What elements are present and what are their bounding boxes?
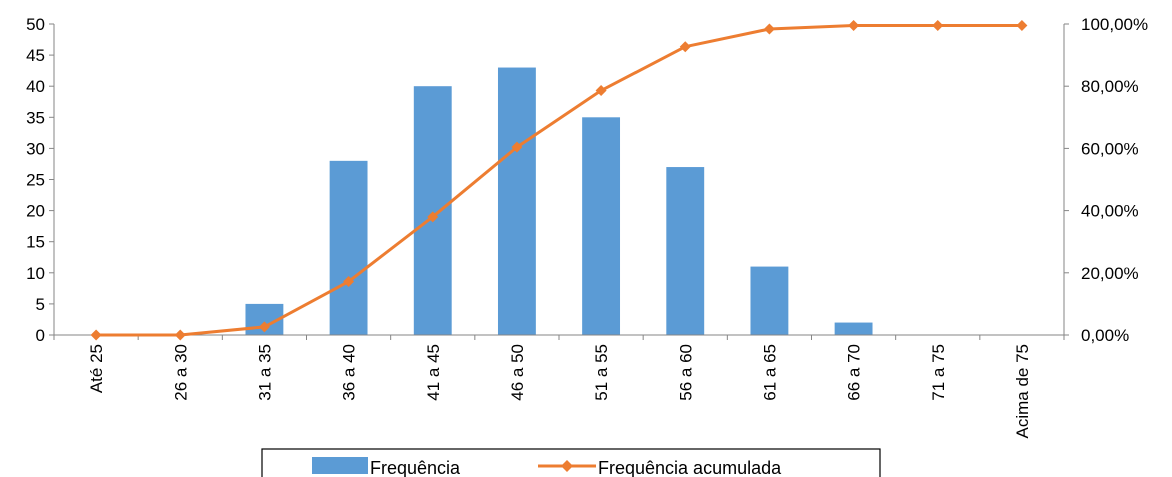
cumulative-point: [258, 321, 270, 333]
bars-layer: [245, 67, 873, 335]
left-tick-label: 40: [26, 77, 45, 96]
cumulative-point: [932, 20, 944, 32]
left-tick-label: 50: [26, 15, 45, 34]
left-tick-label: 20: [26, 202, 45, 221]
bar-61-a-65: [750, 266, 789, 335]
cumulative-point: [595, 85, 607, 97]
cumulative-line-layer: [90, 20, 1028, 341]
legend-swatch-marker: [561, 460, 573, 472]
x-tick-label: Acima de 75: [1013, 344, 1032, 439]
right-tick-label: 20,00%: [1081, 264, 1139, 283]
x-tick-label: 36 a 40: [340, 344, 359, 401]
right-tick-label: 80,00%: [1081, 77, 1139, 96]
cumulative-point: [511, 141, 523, 153]
legend-swatch-frequencia: [312, 457, 368, 474]
left-tick-label: 15: [26, 233, 45, 252]
cumulative-line: [96, 24, 1022, 337]
x-tick-label: 61 a 65: [760, 344, 779, 401]
cumulative-point: [427, 211, 439, 223]
bar-56-a-60: [666, 167, 705, 335]
x-tick-label: 66 a 70: [845, 344, 864, 401]
left-tick-label: 0: [36, 326, 45, 345]
cumulative-point: [174, 329, 186, 341]
x-tick-label: 46 a 50: [508, 344, 527, 401]
bar-41-a-45: [413, 86, 452, 335]
cumulative-point: [90, 329, 102, 341]
bar-36-a-40: [329, 160, 368, 335]
tick-labels-layer: 0 5 10 15 20 25 30 35 40 45 50 0,00% 20,00% 40,00% 60,…: [26, 15, 1148, 439]
x-tick-label: 41 a 45: [424, 344, 443, 401]
x-tick-label: 71 a 75: [929, 344, 948, 401]
bar-46-a-50: [497, 67, 536, 335]
left-tick-label: 5: [36, 295, 45, 314]
right-tick-label: 60,00%: [1081, 139, 1139, 158]
cumulative-point: [848, 20, 860, 32]
axes-layer: [49, 23, 1069, 340]
x-tick-label: 56 a 60: [676, 344, 695, 401]
legend-label-acumulada: Frequência acumulada: [598, 458, 782, 477]
cumulative-point: [763, 23, 775, 35]
bar-66-a-70: [834, 322, 873, 335]
x-tick-label: Até 25: [87, 344, 106, 393]
left-tick-label: 45: [26, 46, 45, 65]
left-tick-label: 35: [26, 108, 45, 127]
cumulative-point: [1016, 20, 1028, 32]
right-tick-label: 40,00%: [1081, 202, 1139, 221]
x-tick-label: 31 a 35: [255, 344, 274, 401]
left-tick-label: 10: [26, 264, 45, 283]
left-tick-label: 25: [26, 171, 45, 190]
x-tick-label: 51 a 55: [592, 344, 611, 401]
bar-51-a-55: [582, 117, 621, 335]
x-tick-label: 26 a 30: [171, 344, 190, 401]
legend-label-frequencia: Frequência: [370, 458, 461, 477]
cumulative-point: [343, 276, 355, 288]
legend: Frequência Frequência acumulada: [261, 448, 881, 477]
right-tick-label: 0,00%: [1081, 326, 1129, 345]
right-tick-label: 100,00%: [1081, 15, 1148, 34]
cumulative-point: [679, 41, 691, 53]
left-tick-label: 30: [26, 139, 45, 158]
